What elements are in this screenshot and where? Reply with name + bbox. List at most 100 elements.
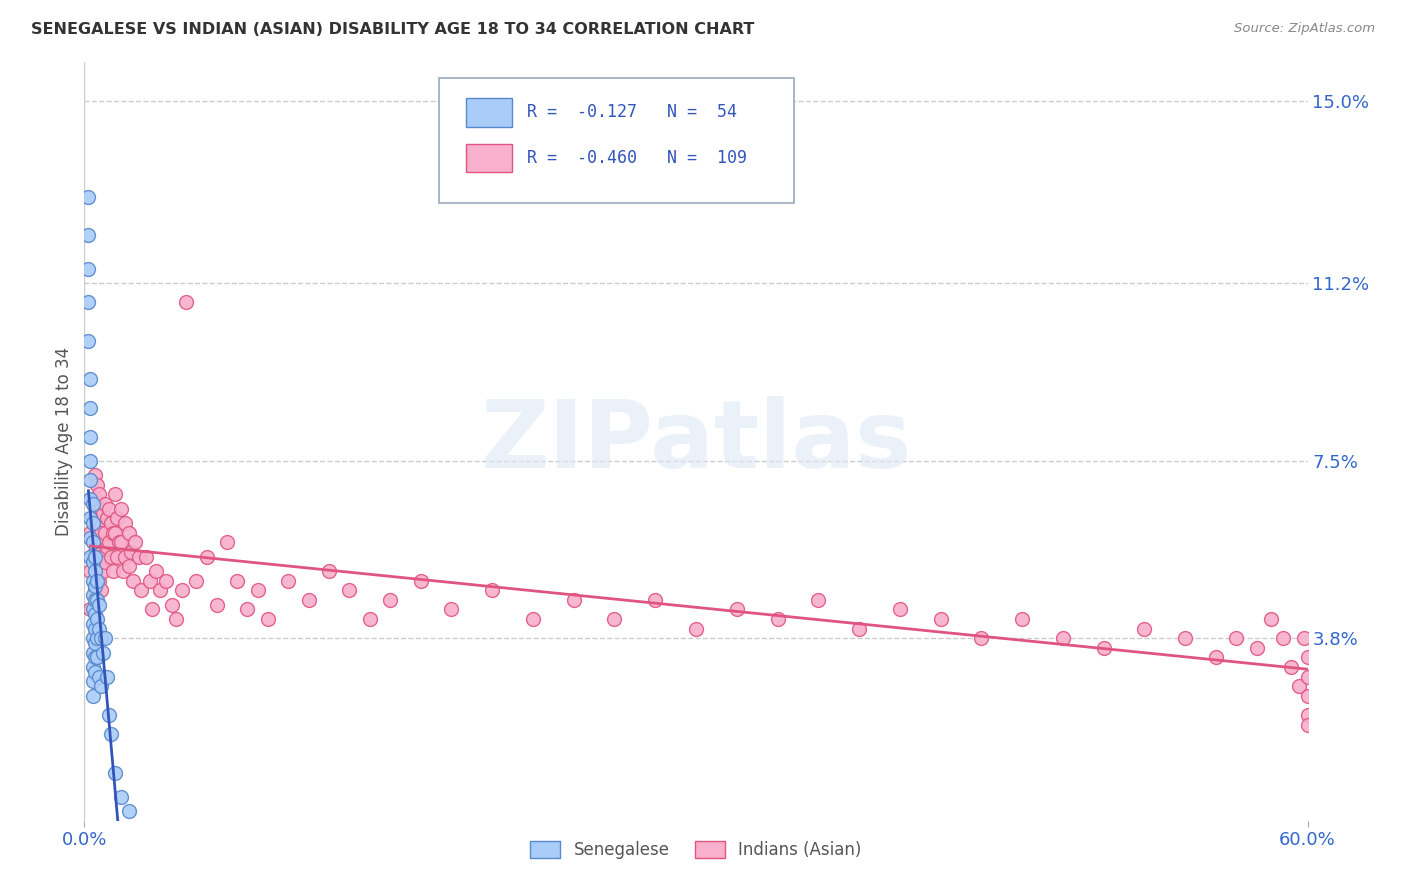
Point	[100, 727, 122, 741]
Point	[79, 525, 101, 540]
Point	[131, 583, 153, 598]
Point	[87, 545, 110, 559]
Point	[82, 674, 104, 689]
Point	[104, 487, 127, 501]
Point	[1011, 612, 1033, 626]
Point	[110, 501, 132, 516]
Point	[1052, 632, 1074, 646]
Point	[1246, 640, 1268, 655]
Point	[174, 295, 197, 310]
Point	[97, 501, 120, 516]
Point	[87, 574, 110, 588]
Point	[122, 574, 145, 588]
Point	[86, 593, 108, 607]
Point	[87, 516, 110, 530]
Point	[82, 660, 104, 674]
Point	[155, 574, 177, 588]
Point	[1296, 650, 1319, 665]
Point	[114, 516, 136, 530]
Point	[87, 487, 110, 501]
Point	[86, 507, 108, 521]
Point	[110, 535, 132, 549]
Point	[79, 454, 101, 468]
Point	[79, 602, 101, 616]
Point	[91, 507, 114, 521]
Text: ZIPatlas: ZIPatlas	[481, 395, 911, 488]
Point	[112, 564, 135, 578]
Point	[79, 564, 101, 578]
Legend: Senegalese, Indians (Asian): Senegalese, Indians (Asian)	[524, 834, 868, 865]
Point	[77, 334, 100, 348]
Point	[90, 525, 112, 540]
Point	[766, 612, 789, 626]
Point	[339, 583, 361, 598]
FancyBboxPatch shape	[439, 78, 794, 202]
Point	[108, 535, 131, 549]
Point	[77, 261, 100, 276]
Point	[145, 564, 167, 578]
Point	[82, 602, 104, 616]
Point	[1174, 632, 1197, 646]
Point	[172, 583, 194, 598]
Point	[86, 632, 108, 646]
Point	[522, 612, 544, 626]
Point	[440, 602, 463, 616]
Point	[91, 646, 114, 660]
Point	[87, 670, 110, 684]
Point	[1288, 679, 1310, 693]
Point	[82, 632, 104, 646]
Point	[82, 535, 104, 549]
Point	[97, 708, 120, 723]
Point	[110, 789, 132, 804]
Point	[114, 549, 136, 564]
Point	[1296, 717, 1319, 731]
Point	[318, 564, 340, 578]
Point	[83, 593, 105, 607]
Point	[83, 622, 105, 636]
Point	[100, 549, 122, 564]
Point	[105, 549, 128, 564]
Point	[79, 401, 101, 415]
Point	[93, 497, 115, 511]
Point	[77, 295, 100, 310]
Point	[82, 497, 104, 511]
Point	[149, 583, 172, 598]
Point	[101, 525, 124, 540]
Point	[90, 501, 112, 516]
Point	[277, 574, 299, 588]
Point	[83, 545, 105, 559]
Point	[644, 593, 666, 607]
Point	[1272, 632, 1295, 646]
Text: R =  -0.127   N =  54: R = -0.127 N = 54	[527, 103, 737, 121]
Text: SENEGALESE VS INDIAN (ASIAN) DISABILITY AGE 18 TO 34 CORRELATION CHART: SENEGALESE VS INDIAN (ASIAN) DISABILITY …	[31, 22, 754, 37]
Point	[83, 564, 105, 578]
Point	[104, 765, 127, 780]
Point	[128, 549, 150, 564]
Point	[195, 549, 218, 564]
Point	[91, 535, 114, 549]
Point	[79, 372, 101, 386]
Text: Source: ZipAtlas.com: Source: ZipAtlas.com	[1234, 22, 1375, 36]
Point	[82, 588, 104, 602]
Point	[481, 583, 503, 598]
Point	[82, 511, 104, 525]
Bar	[465, 98, 513, 127]
Point	[848, 622, 870, 636]
Point	[160, 598, 183, 612]
Point	[562, 593, 585, 607]
Point	[79, 492, 101, 507]
Point	[93, 554, 115, 568]
Point	[186, 574, 208, 588]
Point	[1279, 660, 1302, 674]
Point	[83, 636, 105, 650]
Point	[118, 804, 141, 818]
Bar	[465, 144, 513, 172]
Point	[1296, 670, 1319, 684]
Point	[205, 598, 228, 612]
Point	[79, 511, 101, 525]
Point	[83, 650, 105, 665]
Point	[86, 574, 108, 588]
Point	[86, 477, 108, 491]
Point	[96, 511, 118, 525]
Point	[90, 549, 112, 564]
